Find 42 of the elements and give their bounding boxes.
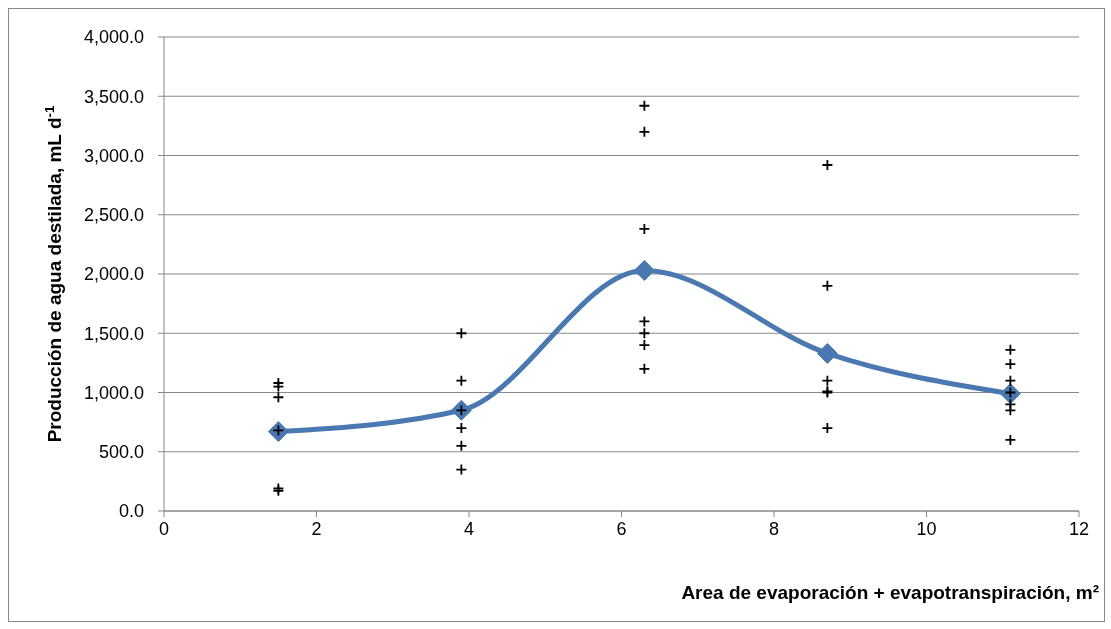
x-tick-label: 2 xyxy=(311,519,322,539)
x-tick-label: 0 xyxy=(158,519,170,539)
point xyxy=(638,339,651,351)
point xyxy=(821,159,834,171)
y-tick-label: 4,000.0 xyxy=(83,27,144,48)
y-tick-label: 0.0 xyxy=(118,501,144,522)
point xyxy=(455,439,468,452)
x-tick-label: 4 xyxy=(463,519,475,539)
point xyxy=(455,327,468,340)
point xyxy=(638,362,651,375)
point xyxy=(816,342,838,364)
point xyxy=(821,279,834,292)
y-tick-label: 2,500.0 xyxy=(83,205,144,226)
y-tick-label: 2,000.0 xyxy=(83,264,144,285)
x-tick-label: 10 xyxy=(916,519,937,539)
point xyxy=(638,315,651,328)
point xyxy=(633,259,655,281)
y-tick-label: 1,000.0 xyxy=(83,382,144,403)
point xyxy=(1004,358,1017,370)
point xyxy=(638,99,651,112)
point xyxy=(638,327,651,340)
x-axis-title: Area de evaporación + evapotranspiración, m² xyxy=(681,582,1099,603)
x-tick-label: 12 xyxy=(1068,519,1090,539)
x-tick-label: 6 xyxy=(616,519,627,539)
point xyxy=(821,374,834,387)
point xyxy=(455,422,468,434)
point xyxy=(1004,434,1017,446)
point xyxy=(1004,343,1017,356)
point xyxy=(272,391,285,404)
point xyxy=(455,374,468,387)
x-tick-label: 8 xyxy=(768,519,780,539)
point xyxy=(821,422,834,434)
point xyxy=(455,463,468,476)
y-tick-label: 3,500.0 xyxy=(83,86,144,107)
point xyxy=(638,125,651,138)
y-tick-label: 1,500.0 xyxy=(83,323,144,344)
point xyxy=(272,380,285,393)
y-tick-label: 500.0 xyxy=(98,442,144,463)
point xyxy=(1004,404,1017,417)
y-tick-label: 3,000.0 xyxy=(83,145,144,166)
point xyxy=(638,223,651,235)
point xyxy=(1004,374,1017,387)
